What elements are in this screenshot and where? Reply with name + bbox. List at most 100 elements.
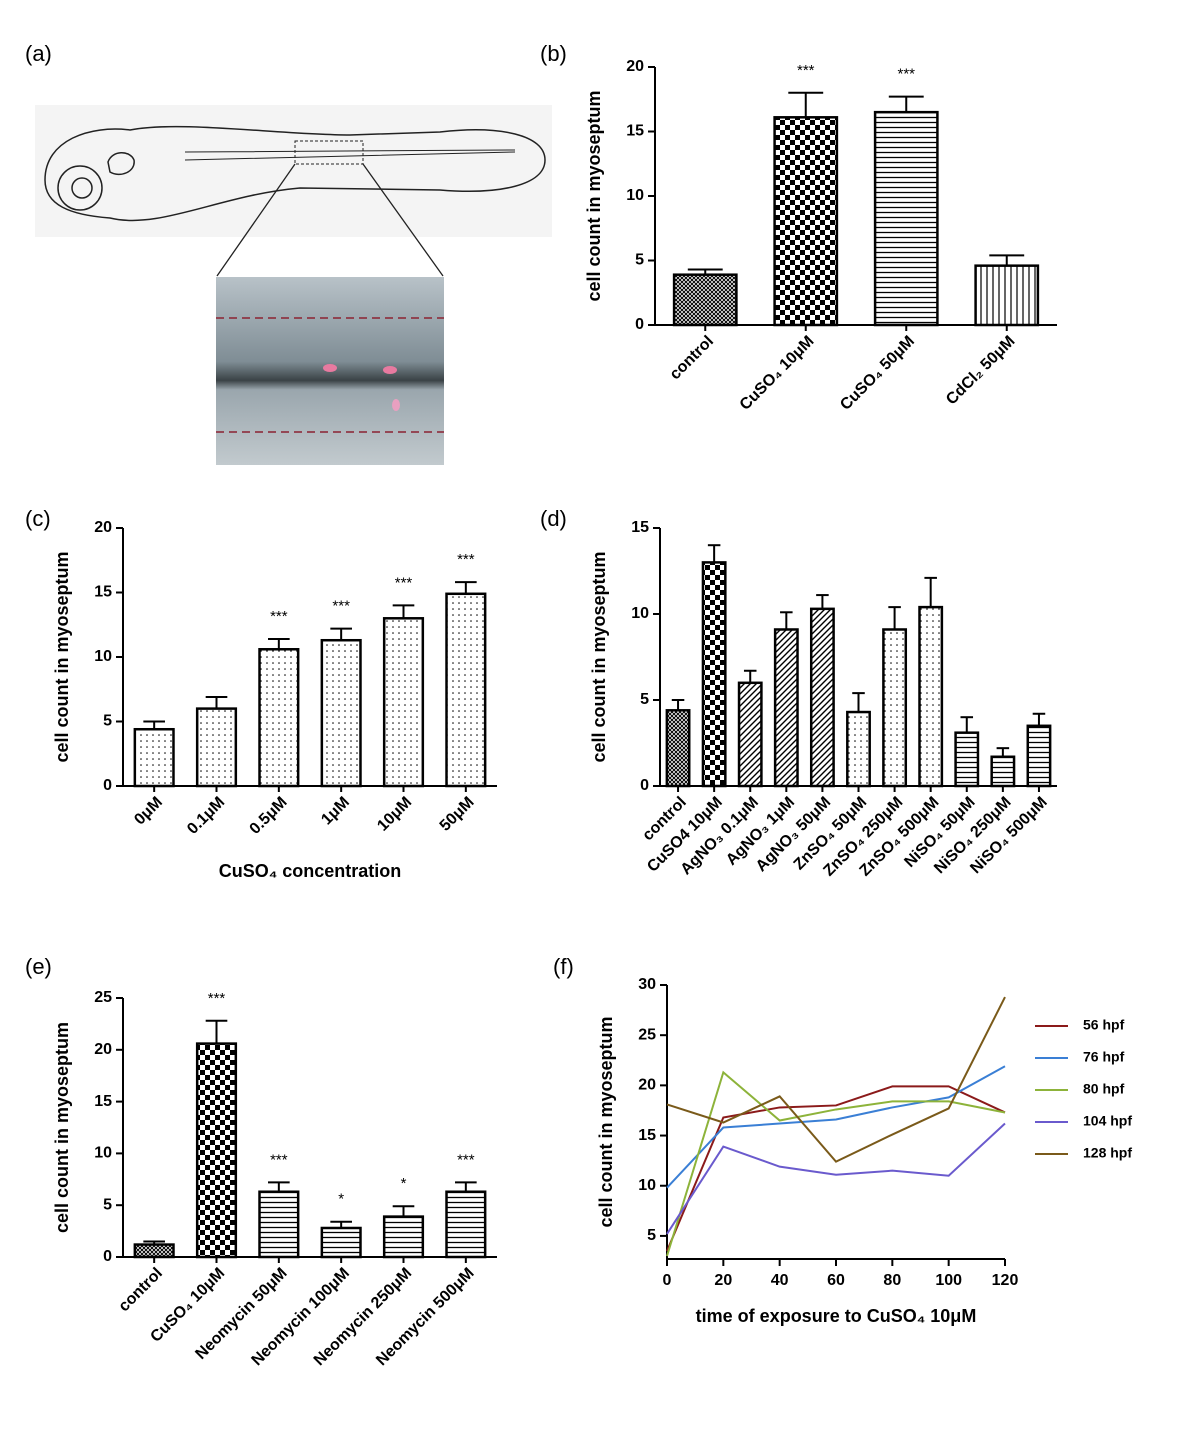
x-axis-label: time of exposure to CuSO₄ 10μM — [696, 1306, 977, 1326]
bar — [445, 1190, 487, 1259]
x-tick-label: CdCl₂ 50μM — [943, 333, 1019, 409]
y-tick-label: 5 — [103, 713, 112, 730]
y-tick-label: 10 — [94, 648, 112, 665]
bar — [918, 605, 944, 788]
significance: *** — [332, 598, 350, 615]
y-tick-label: 15 — [94, 584, 112, 601]
significance: *** — [270, 1151, 288, 1168]
bar — [320, 638, 362, 788]
y-tick-label: 20 — [94, 519, 112, 536]
significance: * — [338, 1191, 344, 1208]
series-line — [666, 1070, 1006, 1257]
y-axis-label: cell count in myoseptum — [584, 90, 604, 301]
y-tick-label: 5 — [103, 1196, 112, 1213]
panel-label: (d) — [540, 506, 567, 531]
series-line — [666, 1085, 1006, 1252]
y-tick-label: 15 — [626, 123, 644, 140]
bar — [133, 727, 175, 788]
x-tick-label: 0 — [663, 1272, 672, 1289]
bar — [882, 628, 908, 788]
y-tick-label: 0 — [103, 777, 112, 794]
bar — [1026, 724, 1052, 788]
y-tick-label: 10 — [638, 1177, 656, 1194]
y-tick-label: 25 — [638, 1026, 656, 1043]
bar — [258, 648, 300, 788]
x-tick-label: 0.1μM — [184, 794, 228, 838]
x-tick-label: 60 — [827, 1272, 845, 1289]
bar — [320, 1226, 362, 1259]
bar — [773, 628, 799, 788]
y-tick-label: 10 — [94, 1145, 112, 1162]
bar — [974, 264, 1040, 327]
bar — [809, 607, 835, 788]
y-tick-label: 5 — [647, 1227, 656, 1244]
x-tick-label: 0μM — [131, 794, 166, 829]
y-tick-label: 5 — [640, 691, 649, 708]
significance: *** — [395, 574, 413, 591]
y-tick-label: 20 — [638, 1077, 656, 1094]
y-tick-label: 20 — [94, 1041, 112, 1058]
panel-label: (f) — [553, 954, 574, 979]
y-tick-label: 15 — [631, 519, 649, 536]
y-tick-label: 5 — [635, 252, 644, 269]
legend-label: 56 hpf — [1083, 1017, 1125, 1033]
legend-label: 80 hpf — [1083, 1081, 1125, 1097]
x-tick-label: 10μM — [374, 794, 415, 835]
y-tick-label: 10 — [626, 187, 644, 204]
bar — [382, 617, 425, 788]
panel-label: (a) — [25, 41, 52, 66]
y-tick-label: 15 — [638, 1127, 656, 1144]
x-tick-label: 20 — [714, 1272, 732, 1289]
y-axis-label: cell count in myoseptum — [596, 1016, 616, 1227]
x-tick-label: 100 — [935, 1272, 962, 1289]
significance: *** — [270, 608, 288, 625]
illustration — [35, 105, 552, 465]
bar — [665, 709, 691, 788]
x-axis-label: CuSO₄ concentration — [219, 861, 402, 881]
significance: *** — [208, 990, 226, 1007]
y-tick-label: 30 — [638, 976, 656, 993]
bar — [195, 707, 238, 788]
significance: *** — [457, 1151, 475, 1168]
x-tick-label: 120 — [992, 1272, 1019, 1289]
bar — [445, 592, 487, 788]
y-tick-label: 0 — [635, 316, 644, 333]
y-tick-label: 15 — [94, 1093, 112, 1110]
significance: *** — [457, 551, 475, 568]
panel-label: (c) — [25, 506, 51, 531]
bar — [954, 731, 980, 788]
x-tick-label: 40 — [771, 1272, 789, 1289]
x-tick-label: 80 — [883, 1272, 901, 1289]
bar — [737, 681, 763, 788]
bar — [873, 110, 939, 327]
series-line — [666, 996, 1006, 1163]
x-tick-label: CuSO₄ 50μM — [837, 333, 918, 414]
panel-label: (b) — [540, 41, 567, 66]
bar — [133, 1243, 175, 1259]
y-tick-label: 25 — [94, 989, 112, 1006]
bar — [701, 561, 727, 788]
x-tick-label: 0.5μM — [247, 794, 291, 838]
significance: *** — [797, 62, 815, 79]
bar — [773, 116, 839, 327]
legend-label: 128 hpf — [1083, 1145, 1132, 1161]
panel-label: (e) — [25, 954, 52, 979]
bar — [846, 710, 871, 788]
x-tick-label: 1μM — [318, 794, 353, 829]
y-tick-label: 0 — [103, 1248, 112, 1265]
series-line — [666, 1065, 1006, 1189]
x-tick-label: CuSO₄ 10μM — [737, 333, 818, 414]
x-tick-label: control — [116, 1265, 166, 1315]
y-axis-label: cell count in myoseptum — [589, 551, 609, 762]
x-tick-label: 50μM — [437, 794, 478, 835]
bar — [990, 755, 1016, 788]
y-axis-label: cell count in myoseptum — [52, 551, 72, 762]
x-tick-label: control — [667, 333, 717, 383]
y-tick-label: 20 — [626, 58, 644, 75]
y-tick-label: 0 — [640, 777, 649, 794]
bar — [672, 273, 738, 327]
legend-label: 104 hpf — [1083, 1113, 1132, 1129]
y-axis-label: cell count in myoseptum — [52, 1022, 72, 1233]
series-line — [666, 1122, 1006, 1235]
